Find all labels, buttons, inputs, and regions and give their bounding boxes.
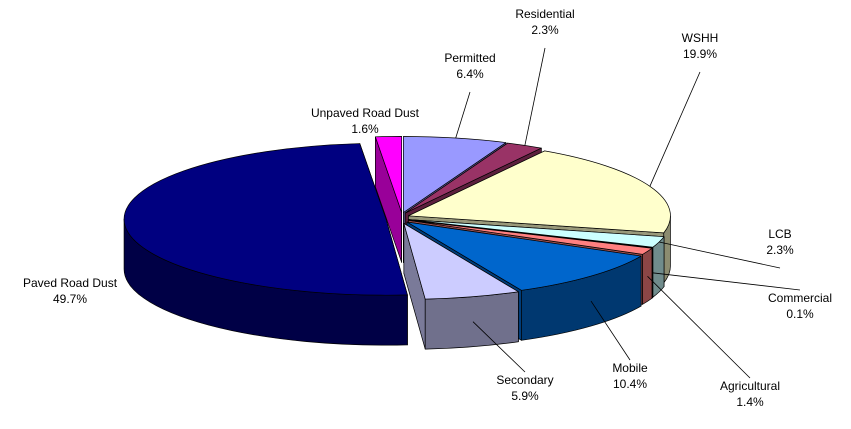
leader-line <box>455 91 471 139</box>
leader-line <box>472 321 526 373</box>
slice-value-label: 2.3% <box>531 23 559 37</box>
slice-label: Secondary <box>496 373 553 387</box>
slice-label: LCB <box>768 227 791 241</box>
slice-top <box>408 150 671 234</box>
slice-top <box>403 223 519 300</box>
leader-line <box>649 71 701 187</box>
slice-value-label: 19.9% <box>683 47 717 61</box>
slice-value-label: 1.6% <box>351 122 379 136</box>
slice-label: Commercial <box>768 291 832 305</box>
leader-line <box>659 241 781 269</box>
slice-value-label: 10.4% <box>613 377 647 391</box>
slice-side <box>424 291 519 350</box>
slice-value-label: 1.4% <box>736 395 764 409</box>
slice-top <box>375 136 402 213</box>
slice-value-label: 49.7% <box>53 292 87 306</box>
leader-line <box>524 47 546 146</box>
slice-value-label: 2.3% <box>766 243 794 257</box>
slice-label: Mobile <box>612 361 648 375</box>
leader-line <box>652 272 801 291</box>
leader-line <box>647 276 751 379</box>
slice-value-label: 0.1% <box>786 307 814 321</box>
slice-top <box>408 219 653 255</box>
slice-top <box>406 221 642 291</box>
slice-label: Agricultural <box>720 379 780 393</box>
slice-label: Unpaved Road Dust <box>311 106 420 120</box>
slice-value-label: 6.4% <box>456 67 484 81</box>
slice-side <box>642 247 653 305</box>
slice <box>123 143 408 346</box>
leader-line <box>590 300 631 361</box>
slice-label: Permitted <box>444 51 495 65</box>
slice-top <box>123 143 408 296</box>
slice-label: Residential <box>515 7 574 21</box>
slice-label: WSHH <box>682 31 719 45</box>
slice-value-label: 5.9% <box>511 389 539 403</box>
slice-label: Paved Road Dust <box>23 276 118 290</box>
slice <box>375 136 402 263</box>
slice <box>403 223 519 350</box>
